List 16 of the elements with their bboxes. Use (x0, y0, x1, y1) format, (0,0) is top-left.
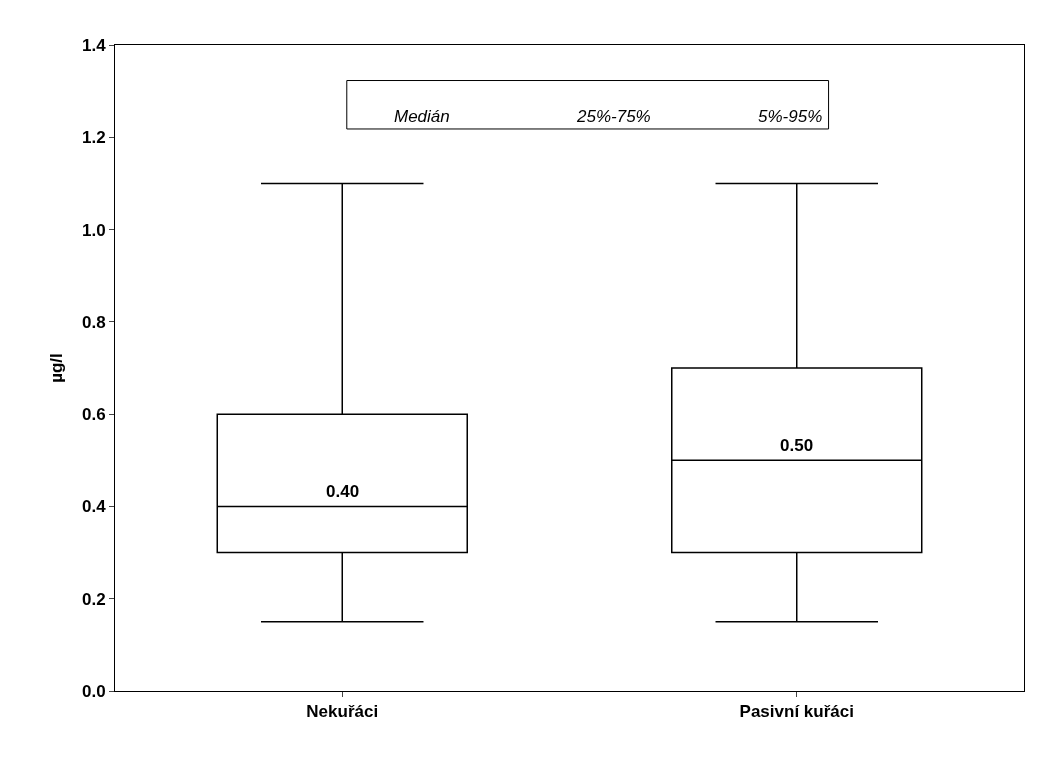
annotation: Medián (394, 107, 450, 126)
text: 0.40 (326, 482, 360, 501)
text: 0.50 (780, 436, 814, 455)
x-tick-label: Nekuřáci (306, 702, 379, 722)
y-tick-label: 0.6 (81, 405, 106, 425)
y-tick-label: 0.2 (81, 589, 106, 609)
x-tick-label: Pasivní kuřáci (739, 702, 854, 722)
y-tick-label: 1.0 (81, 220, 106, 240)
y-tick-label: 1.2 (81, 128, 106, 148)
y-axis-title: µg/l (46, 353, 66, 383)
y-tick-label: 0.4 (81, 497, 107, 517)
y-tick-label: 0.8 (81, 312, 106, 332)
annotation: 25%-75% (576, 107, 651, 126)
y-tick-label: 0.0 (81, 681, 106, 701)
y-tick-label: 1.4 (81, 35, 107, 55)
annotation: 5%-95% (758, 107, 823, 126)
